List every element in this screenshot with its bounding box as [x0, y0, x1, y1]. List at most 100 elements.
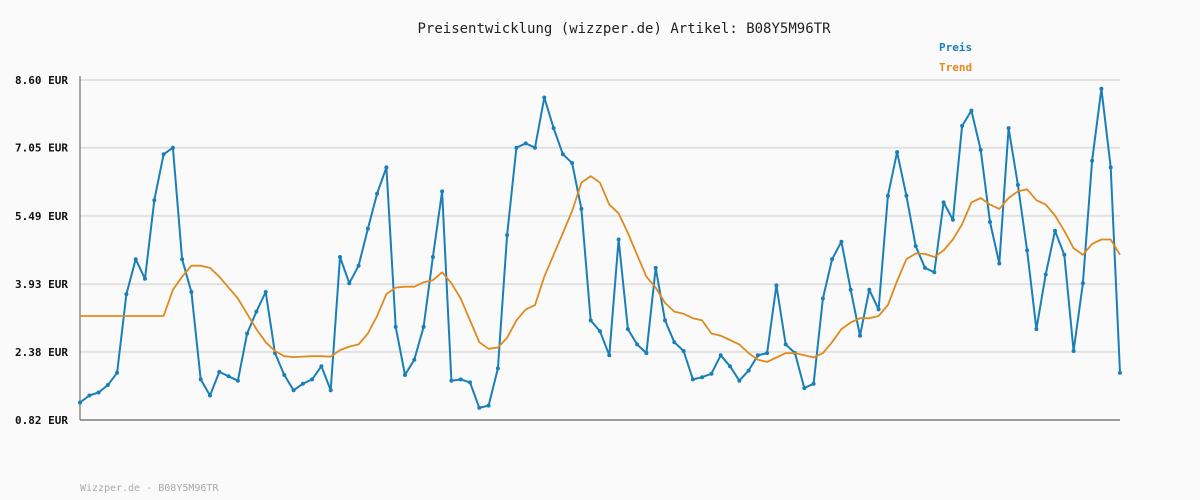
data-point [1034, 327, 1039, 332]
data-point [514, 145, 519, 150]
data-point [700, 375, 705, 380]
grid [80, 79, 1120, 421]
data-point [746, 368, 751, 373]
data-point [681, 349, 686, 353]
data-point [189, 290, 194, 294]
data-point [133, 257, 138, 262]
data-point [635, 342, 640, 347]
data-point [1099, 86, 1104, 91]
data-point [588, 318, 593, 323]
legend-preis: Preis [939, 41, 972, 54]
data-point [486, 403, 491, 408]
data-point [421, 324, 426, 329]
data-point [180, 257, 185, 262]
data-point [672, 340, 677, 345]
data-point [839, 239, 844, 244]
data-point [820, 296, 825, 301]
data-point [430, 255, 435, 259]
data-point [468, 380, 472, 385]
data-point [625, 327, 630, 332]
data-point [533, 145, 537, 150]
data-point [923, 265, 927, 270]
data-point [616, 237, 621, 242]
y-tick-label: 3.93 EUR [15, 278, 68, 291]
data-point [208, 393, 212, 398]
data-point [449, 378, 454, 383]
data-point [1090, 158, 1095, 163]
data-point [1025, 248, 1030, 253]
data-point [885, 193, 890, 198]
data-point [1108, 165, 1113, 170]
data-point [978, 147, 983, 152]
data-point [245, 331, 250, 336]
legend-trend: Trend [939, 61, 972, 74]
data-point [551, 126, 556, 131]
data-point [384, 165, 389, 170]
data-point [523, 141, 528, 146]
data-point [170, 145, 175, 150]
data-point [690, 377, 695, 382]
data-point [375, 191, 380, 196]
data-point [161, 152, 166, 157]
data-point [802, 386, 807, 391]
data-point [96, 390, 101, 395]
data-point [1053, 228, 1057, 233]
data-point [226, 374, 231, 379]
series-line-preis [79, 87, 1121, 409]
data-point [960, 123, 965, 128]
chart-title: Preisentwicklung (wizzper.de) Artikel: B… [417, 21, 831, 37]
data-point [1015, 182, 1020, 187]
data-point [356, 263, 361, 268]
data-point [1118, 370, 1122, 375]
data-point [932, 270, 937, 275]
data-point [263, 290, 268, 294]
data-point [254, 309, 259, 314]
data-point [811, 381, 816, 386]
data-point [542, 95, 547, 100]
data-point [1062, 252, 1067, 257]
data-point [412, 357, 417, 362]
data-point [904, 193, 909, 198]
data-point [458, 377, 463, 382]
data-point [728, 364, 732, 369]
data-point [867, 287, 872, 292]
data-point [78, 400, 82, 405]
footer-credit: Wizzper.de - B08Y5M96TR [80, 483, 219, 494]
data-point [718, 353, 723, 358]
data-point [848, 287, 853, 292]
data-point [783, 342, 788, 347]
data-point [115, 370, 120, 375]
data-point [876, 307, 881, 312]
y-tick-label: 2.38 EUR [15, 346, 68, 359]
data-point [282, 373, 287, 377]
data-point [755, 353, 760, 358]
data-point [198, 377, 203, 382]
data-point [969, 108, 974, 113]
data-point [235, 378, 240, 383]
data-point [560, 152, 565, 157]
data-point [440, 189, 445, 194]
y-tick-label: 5.49 EUR [15, 210, 68, 223]
series-group [78, 86, 1122, 410]
data-point [105, 383, 110, 387]
data-point [124, 292, 129, 297]
data-point [1080, 281, 1085, 286]
data-point [495, 366, 500, 371]
data-point [607, 353, 612, 358]
data-point [1043, 272, 1048, 277]
data-point [300, 381, 305, 386]
data-point [988, 220, 992, 224]
data-point [858, 333, 862, 338]
data-point [310, 377, 315, 382]
data-point [895, 150, 900, 155]
y-tick-label: 8.60 EUR [15, 74, 68, 87]
data-point [1006, 126, 1011, 131]
data-point [765, 351, 770, 356]
data-point [774, 283, 779, 288]
data-point [143, 276, 147, 281]
data-point [152, 198, 157, 203]
data-point [477, 405, 482, 410]
data-point [319, 364, 324, 369]
data-point [653, 265, 658, 270]
